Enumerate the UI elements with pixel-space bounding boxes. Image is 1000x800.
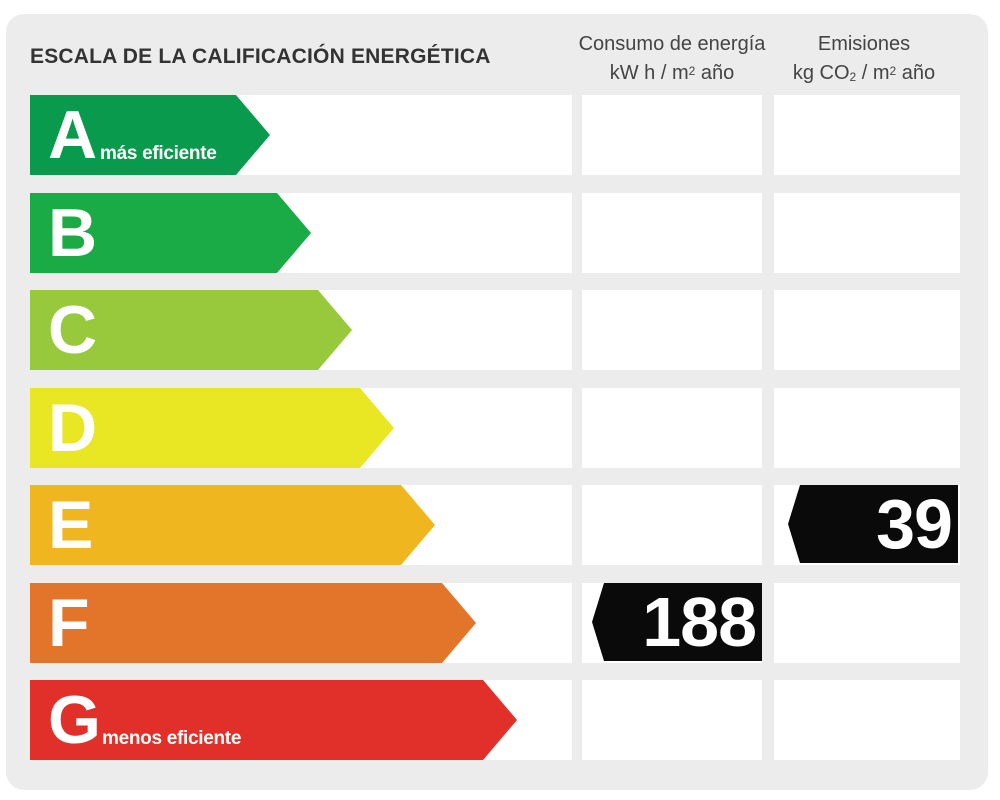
emisiones-cell-b bbox=[774, 193, 960, 273]
rating-arrow-shape-b bbox=[30, 193, 311, 273]
emisiones-cell-c bbox=[774, 290, 960, 370]
rating-letter-c: C bbox=[48, 292, 98, 368]
consumo-label: Consumo de energía bbox=[578, 33, 766, 55]
rating-letter-e: E bbox=[48, 487, 94, 563]
emisiones-badge: 39 bbox=[788, 485, 958, 563]
rating-letter-d: D bbox=[48, 390, 98, 466]
rating-arrow-shape-f bbox=[30, 583, 476, 663]
emisiones-cell-g bbox=[774, 680, 960, 760]
rating-letter-g: G bbox=[48, 682, 101, 758]
rating-arrow-shape-e bbox=[30, 485, 435, 565]
rating-note-g: menos eficiente bbox=[102, 728, 242, 749]
consumo-cell-c bbox=[582, 290, 762, 370]
emisiones-label: Emisiones bbox=[817, 33, 911, 55]
consumo-cell-e bbox=[582, 485, 762, 565]
consumo-cell-b bbox=[582, 193, 762, 273]
rating-arrow-b: B bbox=[30, 193, 311, 273]
consumo-cell-d bbox=[582, 388, 762, 468]
consumo-badge-value: 188 bbox=[642, 583, 757, 661]
consumo-cell-a bbox=[582, 95, 762, 175]
rating-arrow-shape-d bbox=[30, 388, 394, 468]
emisiones-cell-f bbox=[774, 583, 960, 663]
rating-arrow-shape-g bbox=[30, 680, 517, 760]
emisiones-unit: kg CO2 / m2 año bbox=[792, 62, 936, 84]
emisiones-cell-d bbox=[774, 388, 960, 468]
rating-letter-a: A bbox=[48, 97, 98, 173]
rating-arrow-c: C bbox=[30, 290, 352, 370]
rating-letter-f: F bbox=[48, 585, 90, 661]
rating-arrow-shape-a bbox=[30, 95, 270, 175]
emisiones-badge-value: 39 bbox=[876, 485, 953, 563]
rating-arrow-d: D bbox=[30, 388, 394, 468]
rating-arrow-shape-c bbox=[30, 290, 352, 370]
emisiones-cell-a bbox=[774, 95, 960, 175]
rating-arrow-f: F bbox=[30, 583, 476, 663]
column-header-consumo: Consumo de energía kW h / m2 año bbox=[572, 30, 772, 88]
consumo-unit: kW h / m2 año bbox=[609, 62, 735, 84]
rating-arrow-e: E bbox=[30, 485, 435, 565]
consumo-badge: 188 bbox=[592, 583, 762, 661]
page-title: ESCALA DE LA CALIFICACIÓN ENERGÉTICA bbox=[30, 45, 491, 68]
consumo-cell-g bbox=[582, 680, 762, 760]
rating-letter-b: B bbox=[48, 195, 98, 271]
rating-note-a: más eficiente bbox=[100, 143, 217, 164]
column-header-emisiones: Emisiones kg CO2 / m2 año bbox=[764, 30, 964, 88]
